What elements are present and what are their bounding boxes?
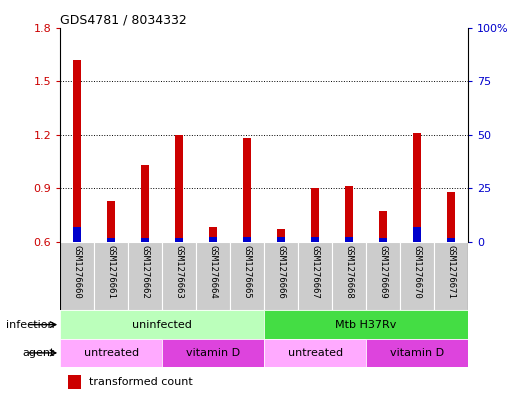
Bar (379, 239, 388, 242)
Bar (413, 133, 422, 242)
Text: GSM1276668: GSM1276668 (345, 245, 354, 299)
Bar (345, 186, 354, 242)
Bar (434, 242, 468, 310)
Bar (264, 242, 298, 310)
Bar (107, 201, 116, 242)
Text: vitamin D: vitamin D (186, 348, 240, 358)
Text: untreated: untreated (288, 348, 343, 358)
Bar (162, 242, 196, 310)
Bar (209, 228, 218, 242)
Bar (69, 375, 81, 389)
Bar (400, 242, 434, 310)
Bar (107, 239, 116, 242)
Bar (243, 138, 252, 242)
Bar (379, 211, 388, 242)
Text: GSM1276665: GSM1276665 (243, 245, 252, 299)
Text: transformed count: transformed count (89, 377, 192, 387)
Bar (175, 239, 184, 242)
Bar (230, 242, 264, 310)
Text: GSM1276666: GSM1276666 (277, 245, 286, 299)
Text: untreated: untreated (84, 348, 139, 358)
Bar (447, 192, 456, 242)
Text: infection: infection (6, 320, 55, 330)
Text: GSM1276671: GSM1276671 (447, 245, 456, 299)
Bar (413, 227, 422, 242)
Bar (298, 242, 332, 310)
Bar (447, 239, 456, 242)
Bar (73, 60, 82, 242)
Text: Mtb H37Rv: Mtb H37Rv (335, 320, 397, 330)
Text: GSM1276670: GSM1276670 (413, 245, 422, 299)
Bar (162, 339, 264, 367)
Text: GSM1276667: GSM1276667 (311, 245, 320, 299)
Bar (175, 134, 184, 242)
Text: GSM1276661: GSM1276661 (107, 245, 116, 299)
Bar (277, 237, 286, 242)
Bar (209, 237, 218, 242)
Text: uninfected: uninfected (132, 320, 192, 330)
Bar (73, 227, 82, 242)
Bar (277, 229, 286, 242)
Bar (366, 339, 468, 367)
Text: GDS4781 / 8034332: GDS4781 / 8034332 (60, 13, 187, 26)
Text: agent: agent (22, 348, 55, 358)
Bar (264, 339, 366, 367)
Bar (332, 242, 366, 310)
Bar (264, 310, 468, 339)
Text: GSM1276664: GSM1276664 (209, 245, 218, 299)
Bar (196, 242, 230, 310)
Bar (311, 237, 320, 242)
Text: GSM1276660: GSM1276660 (73, 245, 82, 299)
Bar (141, 165, 150, 242)
Bar (366, 242, 400, 310)
Bar (60, 310, 264, 339)
Text: GSM1276669: GSM1276669 (379, 245, 388, 299)
Text: vitamin D: vitamin D (390, 348, 444, 358)
Bar (94, 242, 128, 310)
Text: GSM1276663: GSM1276663 (175, 245, 184, 299)
Text: GSM1276662: GSM1276662 (141, 245, 150, 299)
Bar (311, 188, 320, 242)
Bar (243, 237, 252, 242)
Bar (128, 242, 162, 310)
Bar (141, 239, 150, 242)
Bar (60, 242, 94, 310)
Bar (345, 237, 354, 242)
Bar (60, 339, 162, 367)
